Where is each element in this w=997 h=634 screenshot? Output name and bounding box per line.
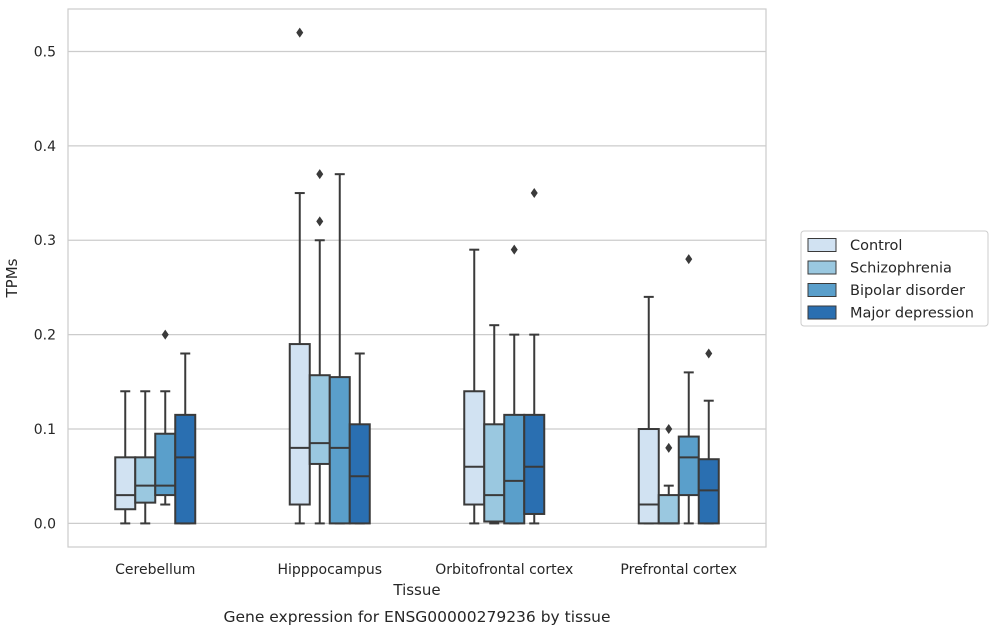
- outlier-point: [665, 424, 673, 435]
- legend-swatch: [807, 238, 837, 252]
- box-body: [134, 456, 157, 504]
- box-bipolar-disorder: [328, 173, 351, 525]
- legend-swatch: [807, 260, 837, 275]
- box-major-depression: [523, 188, 546, 525]
- box-body: [463, 390, 486, 506]
- x-tick-label: Cerebellum: [115, 562, 195, 578]
- box-schizophrenia: [483, 324, 506, 525]
- x-tick-label: Orbitofrontal cortex: [435, 562, 573, 578]
- box-body: [503, 413, 526, 525]
- box-body: [677, 435, 700, 497]
- box-body: [637, 428, 660, 525]
- outlier-point: [705, 348, 713, 359]
- y-tick-label: 0.1: [34, 422, 56, 438]
- box-bipolar-disorder: [677, 254, 700, 525]
- x-axis-title: Tissue: [392, 581, 440, 599]
- outlier-point: [665, 442, 673, 453]
- y-tick-label: 0.4: [34, 139, 56, 155]
- box-schizophrenia: [308, 169, 331, 525]
- y-tick-label: 0.0: [34, 516, 56, 532]
- x-tick-label: Hipppocampus: [277, 562, 382, 578]
- outlier-point: [316, 169, 324, 180]
- box-body: [348, 423, 371, 525]
- legend-label: Major depression: [850, 306, 974, 322]
- legend-label: Schizophrenia: [850, 261, 952, 277]
- y-axis-title: TPMs: [3, 258, 21, 298]
- legend-label: Bipolar disorder: [850, 283, 965, 299]
- outlier-point: [510, 244, 518, 255]
- box-body: [523, 413, 546, 515]
- box-major-depression: [348, 352, 371, 525]
- x-tick-label: Prefrontal cortex: [620, 562, 737, 578]
- box-body: [483, 423, 506, 523]
- box-body: [174, 413, 197, 525]
- legend-swatch: [807, 305, 837, 320]
- box-control: [288, 27, 311, 525]
- box-body: [288, 343, 311, 506]
- y-tick-label: 0.3: [34, 233, 56, 249]
- box-control: [114, 390, 137, 525]
- outlier-point: [685, 254, 693, 265]
- box-bipolar-disorder: [154, 329, 177, 506]
- box-control: [463, 248, 486, 525]
- box-schizophrenia: [657, 424, 680, 525]
- outlier-point: [296, 27, 304, 38]
- box-bipolar-disorder: [503, 244, 526, 525]
- y-tick-label: 0.5: [34, 44, 56, 60]
- box-body: [328, 376, 351, 525]
- plot-area-frame: [67, 8, 767, 548]
- box-body: [657, 494, 680, 525]
- box-schizophrenia: [134, 390, 157, 525]
- y-axis-ticks: 0.0 0.1 0.2 0.3 0.4 0.5: [34, 44, 56, 532]
- box-control: [637, 295, 660, 525]
- legend-swatch: [807, 283, 837, 297]
- box-major-depression: [174, 352, 197, 525]
- legend: Control Schizophrenia Bipolar disorder Majo…: [800, 230, 989, 327]
- outlier-point: [161, 329, 169, 340]
- legend-label: Control: [850, 238, 902, 254]
- chart-caption: Gene expression for ENSG00000279236 by t…: [223, 608, 610, 626]
- legend-frame: [800, 230, 989, 327]
- y-tick-label: 0.2: [34, 328, 56, 344]
- x-axis-ticks: Cerebellum Hipppocampus Orbitofrontal cort…: [115, 562, 737, 578]
- box-series: [114, 27, 720, 525]
- outlier-point: [530, 188, 538, 199]
- box-body: [308, 374, 331, 465]
- box-major-depression: [697, 348, 720, 525]
- outlier-point: [316, 216, 324, 227]
- box-body: [114, 456, 137, 511]
